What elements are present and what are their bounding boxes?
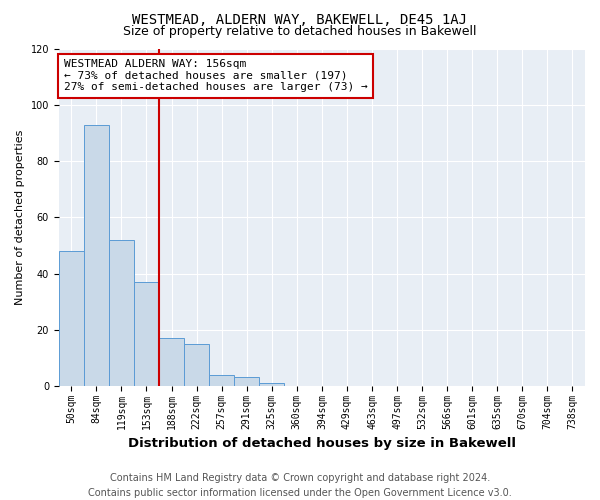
- Bar: [59, 251, 84, 386]
- Text: WESTMEAD ALDERN WAY: 156sqm
← 73% of detached houses are smaller (197)
27% of se: WESTMEAD ALDERN WAY: 156sqm ← 73% of det…: [64, 59, 368, 92]
- Bar: [234, 378, 259, 386]
- Bar: [159, 338, 184, 386]
- Bar: [84, 125, 109, 386]
- Text: Contains HM Land Registry data © Crown copyright and database right 2024.
Contai: Contains HM Land Registry data © Crown c…: [88, 472, 512, 498]
- Y-axis label: Number of detached properties: Number of detached properties: [15, 130, 25, 305]
- X-axis label: Distribution of detached houses by size in Bakewell: Distribution of detached houses by size …: [128, 437, 516, 450]
- Text: Size of property relative to detached houses in Bakewell: Size of property relative to detached ho…: [123, 25, 477, 38]
- Bar: [134, 282, 159, 386]
- Bar: [184, 344, 209, 386]
- Bar: [259, 383, 284, 386]
- Bar: [109, 240, 134, 386]
- Text: WESTMEAD, ALDERN WAY, BAKEWELL, DE45 1AJ: WESTMEAD, ALDERN WAY, BAKEWELL, DE45 1AJ: [133, 12, 467, 26]
- Bar: [209, 374, 234, 386]
